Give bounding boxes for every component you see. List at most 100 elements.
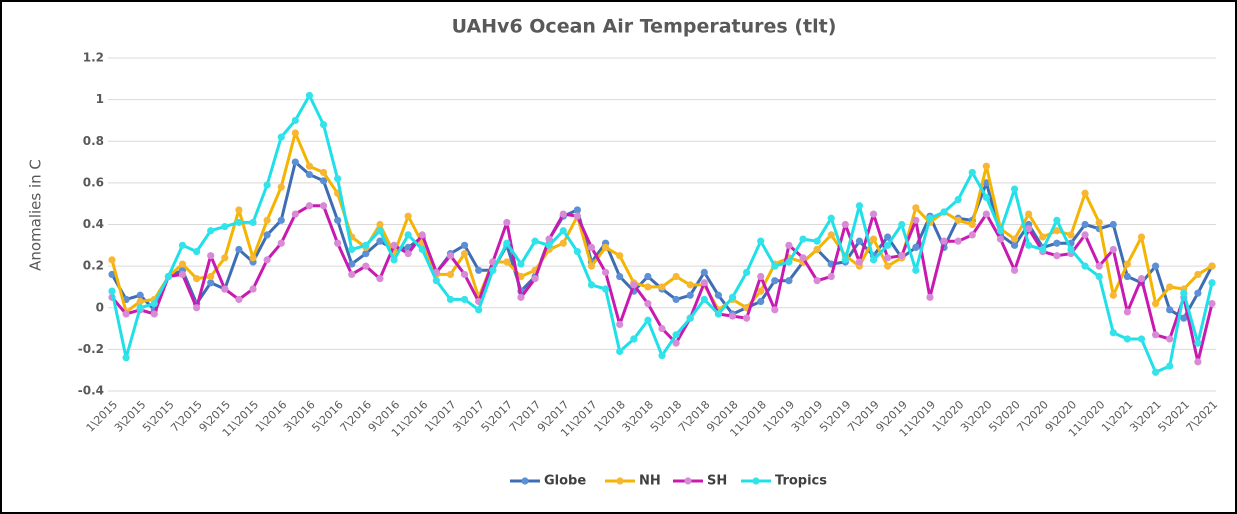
data-point [841,220,849,229]
y-tick-label: 0.6 [83,175,104,189]
data-point [503,239,511,247]
data-point [658,352,666,360]
data-point [884,233,892,241]
data-point [446,270,455,279]
data-point [277,183,285,191]
data-point [912,216,920,224]
data-point [531,237,539,245]
data-point [686,314,694,322]
data-point [1208,299,1216,308]
data-point [1081,262,1089,270]
data-point [1109,220,1117,229]
data-point [1039,233,1047,241]
data-point [418,231,426,239]
data-point [1194,270,1202,279]
y-tick-label: -0.4 [78,384,104,398]
data-point [545,241,553,249]
data-point [404,231,412,239]
data-point [630,281,638,289]
data-point [1095,262,1103,270]
chart-title: UAHv6 Ocean Air Temperatures (tlt) [452,16,837,38]
legend-label: Globe [544,474,586,489]
y-tick-label: 1.2 [83,51,104,65]
data-point [319,177,328,185]
data-point [559,210,567,218]
data-point [1208,279,1216,287]
data-point [1025,225,1033,233]
data-point [813,245,821,254]
data-point [813,277,821,285]
data-point [757,297,765,306]
data-point [122,310,130,318]
data-point [869,235,878,243]
data-point [1010,241,1019,249]
data-point [954,216,962,224]
data-point [884,254,892,262]
data-point [1137,335,1146,343]
data-point [714,291,723,299]
data-point [587,243,596,251]
data-point [912,204,920,212]
data-point [1194,339,1202,347]
data-point [686,281,694,289]
data-point [601,243,610,251]
data-point [249,218,257,227]
data-point [771,277,779,285]
data-point [926,293,934,301]
data-point [319,202,328,210]
data-point [263,216,271,224]
data-point [1109,329,1117,337]
legend-label: NH [639,474,661,489]
data-point [1151,368,1160,376]
legend-item: Globe [510,474,586,489]
data-point [573,212,581,220]
data-point [771,306,779,314]
data-point [757,237,765,245]
data-point [489,266,497,274]
data-point [150,299,158,308]
data-point [334,239,342,247]
data-point [644,283,652,291]
legend-item: SH [673,474,727,489]
data-point [1123,272,1131,281]
data-point [193,275,201,283]
data-point [884,262,892,270]
data-point [630,335,638,343]
data-point [305,162,314,170]
data-point [108,270,116,279]
data-point [517,260,525,268]
data-point [757,272,765,281]
data-point [672,331,680,339]
data-point [334,216,342,224]
data-point [207,272,215,281]
data-point [573,206,581,214]
data-point [869,256,878,264]
data-point [1095,272,1103,281]
data-point [827,214,835,222]
data-point [1081,231,1089,239]
data-point [193,304,201,312]
data-point [884,241,892,249]
data-point [1180,314,1188,322]
data-point [1194,358,1202,366]
data-point [1109,245,1117,254]
data-point [827,272,835,281]
data-point [1137,275,1146,283]
data-point [291,116,299,125]
data-point [390,256,398,264]
data-point [1151,262,1160,270]
data-point [291,129,299,137]
data-point [108,287,116,295]
data-point [982,162,990,170]
data-point [686,291,694,299]
legend-marker [684,477,692,485]
data-point [1123,308,1131,316]
data-point [207,252,215,260]
data-point [348,260,356,268]
data-point [728,312,737,320]
data-point [319,168,328,177]
y-axis-label: Anomalies in C [27,159,45,271]
legend-marker [521,477,529,485]
data-point [869,210,878,218]
